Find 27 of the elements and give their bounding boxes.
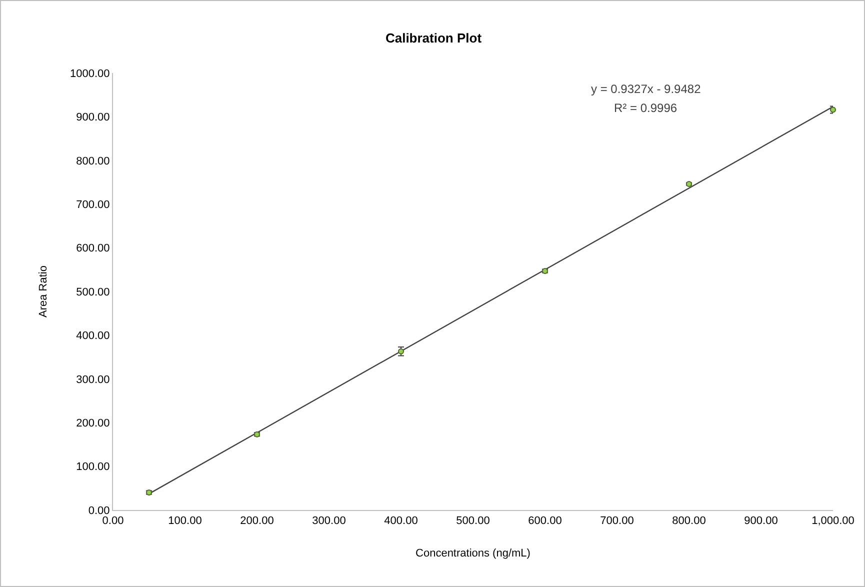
y-tick-label: 700.00	[76, 198, 110, 211]
annotation: y = 0.9327x - 9.9482	[591, 82, 702, 96]
x-tick-label: 200.00	[240, 515, 274, 528]
x-tick-label: 900.00	[744, 515, 778, 528]
y-tick-label: 300.00	[76, 374, 110, 386]
chart-title: Calibration Plot	[385, 30, 482, 46]
y-tick-label: 900.00	[76, 112, 110, 124]
annotation: R² = 0.9996	[614, 101, 678, 115]
x-tick-label: 600.00	[528, 515, 562, 528]
x-tick-label: 0.00	[102, 515, 124, 528]
x-tick-label: 800.00	[672, 515, 706, 528]
y-tick-label: 1000.00	[70, 68, 110, 80]
x-tick-label: 100.00	[168, 515, 202, 528]
x-axis-title: Concentrations (ng/mL)	[416, 547, 530, 560]
y-tick-label: 200.00	[76, 417, 110, 430]
y-tick-label: 400.00	[76, 330, 110, 342]
x-tick-label: 1,000.00	[812, 515, 854, 528]
y-axis-title: Area Ratio	[38, 266, 50, 318]
y-tick-label: 100.00	[76, 461, 110, 474]
y-tick-label: 500.00	[76, 286, 110, 298]
x-tick-label: 700.00	[600, 515, 634, 528]
x-tick-label: 300.00	[312, 515, 346, 528]
y-tick-label: 0.00	[88, 504, 110, 517]
y-tick-label: 600.00	[76, 242, 110, 255]
x-tick-label: 400.00	[384, 515, 418, 528]
x-tick-label: 500.00	[456, 515, 490, 528]
y-tick-label: 800.00	[76, 155, 110, 168]
